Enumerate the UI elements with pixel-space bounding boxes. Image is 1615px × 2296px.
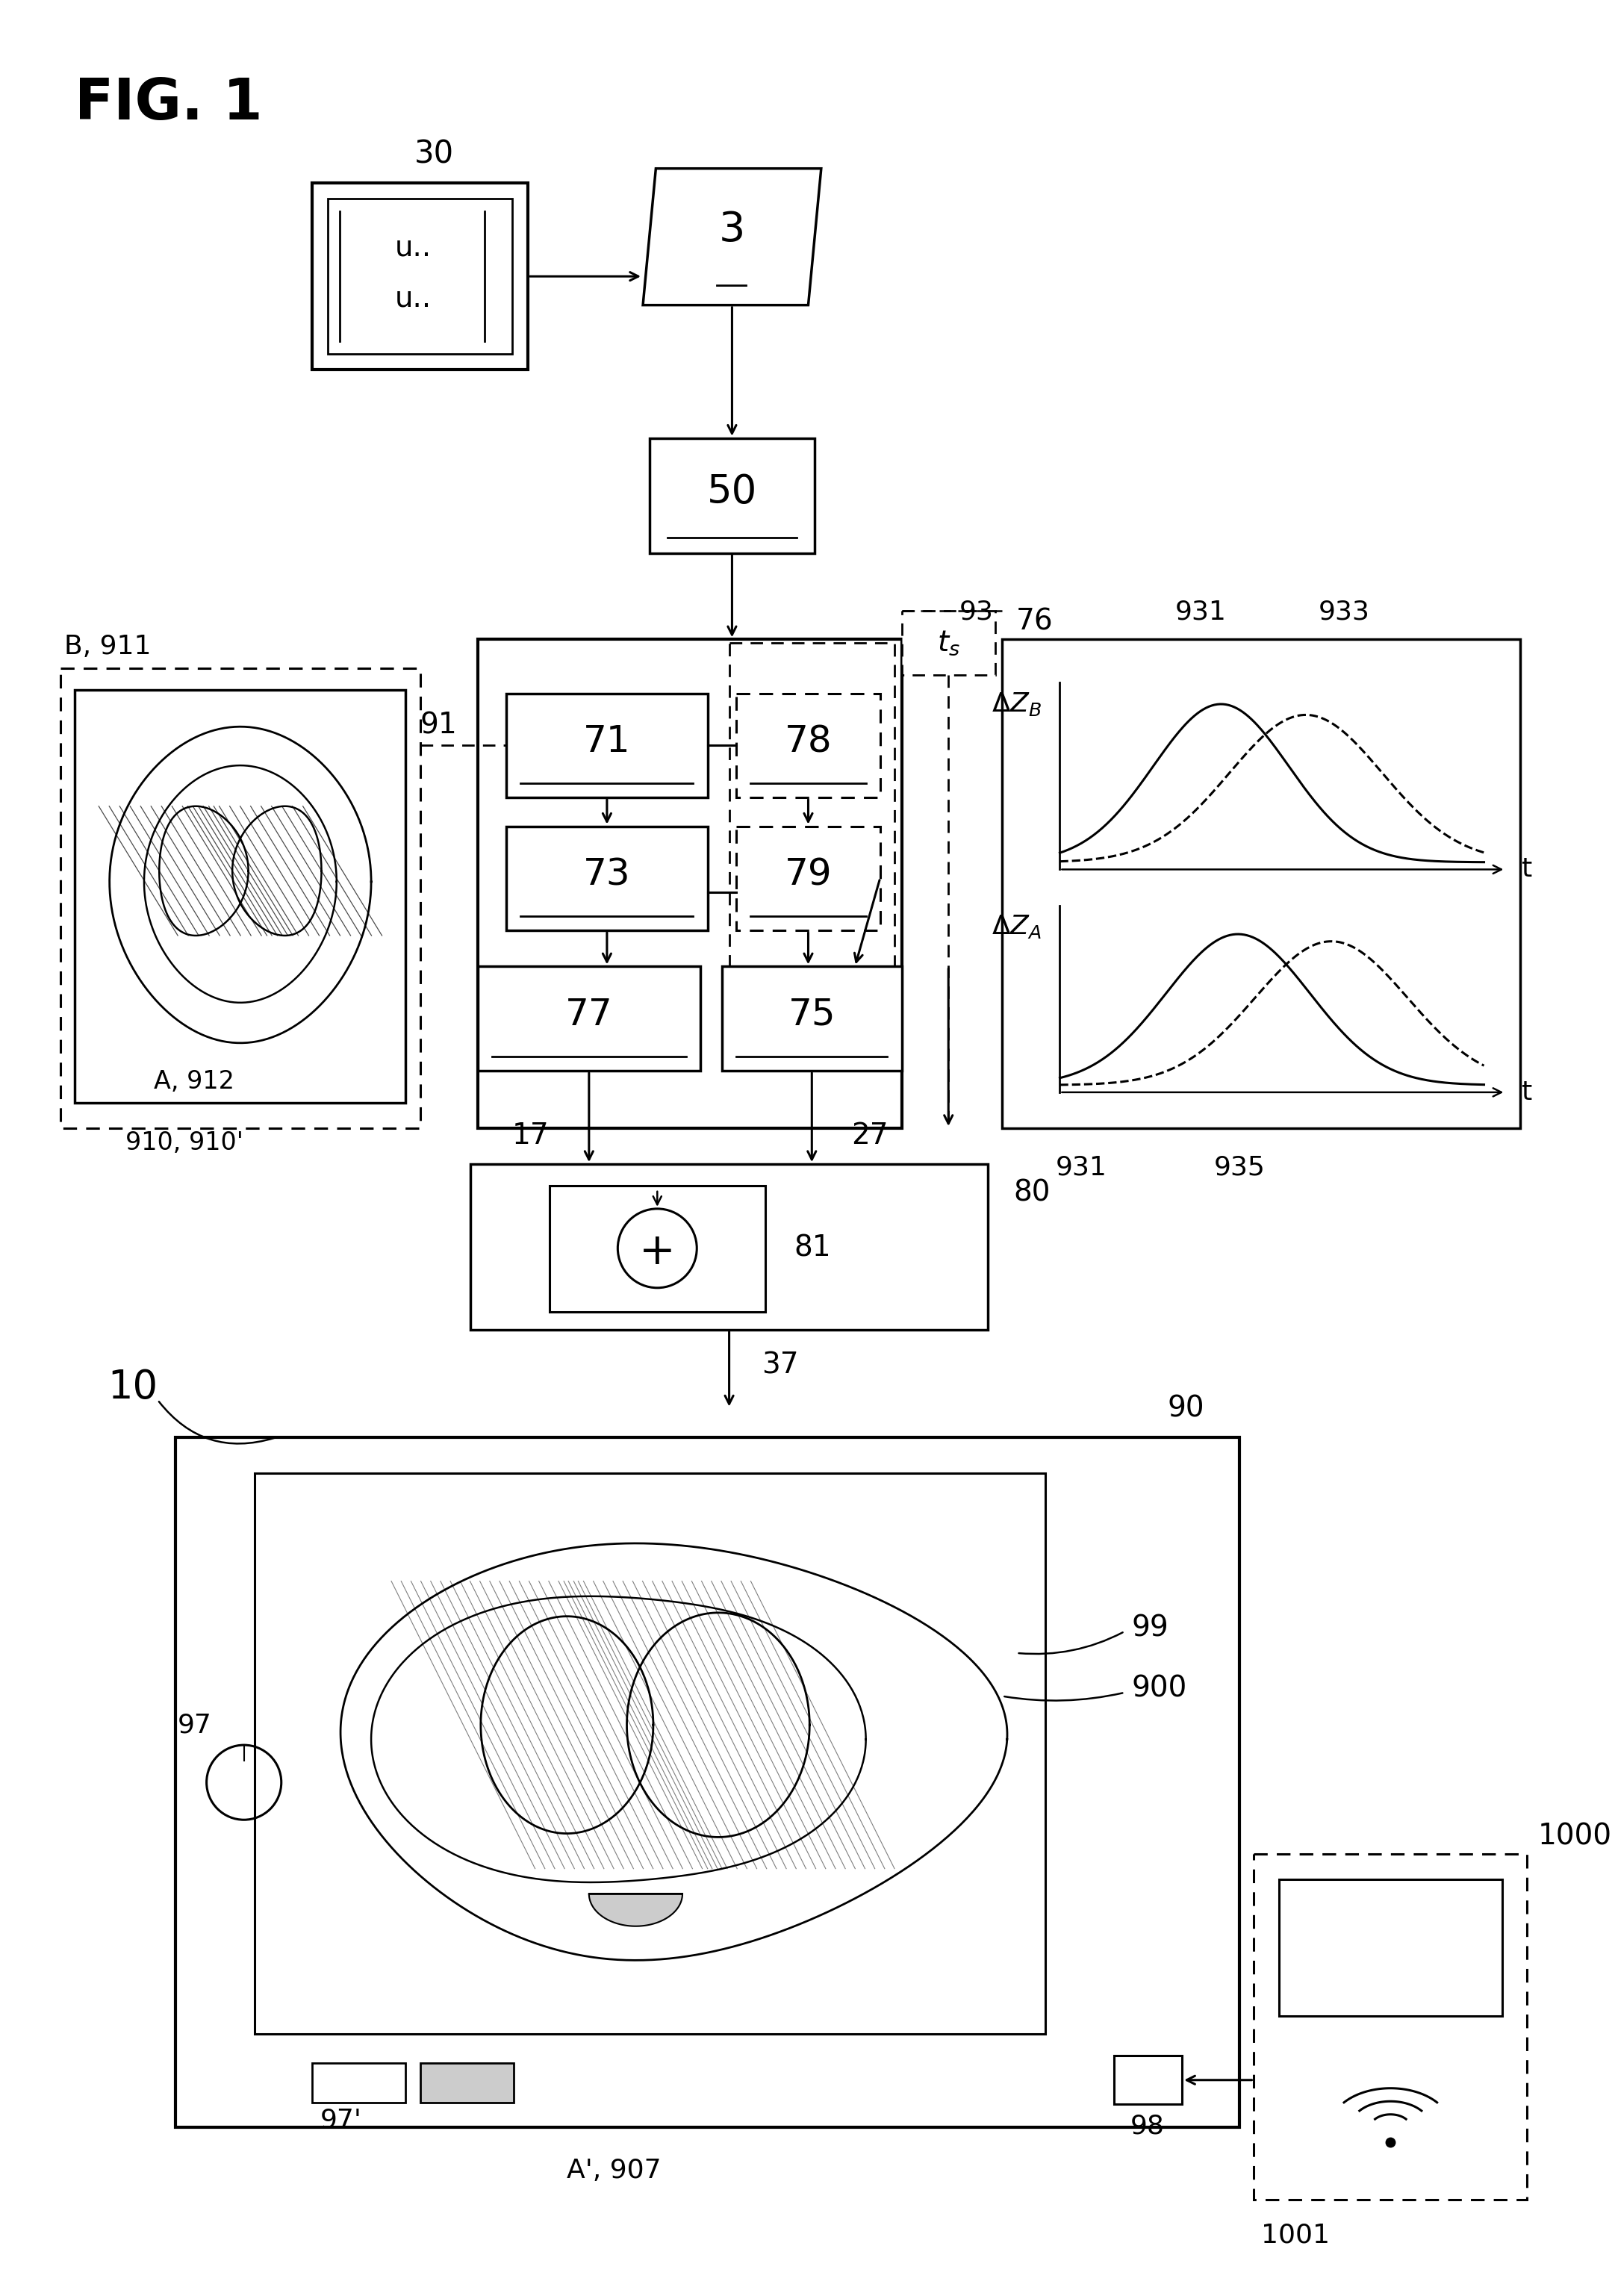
Text: 81: 81 <box>795 1233 830 1263</box>
Text: 27: 27 <box>851 1120 888 1150</box>
Bar <box>507 693 707 797</box>
Text: u..: u.. <box>394 234 431 262</box>
Bar <box>728 643 895 1024</box>
Text: 910, 910': 910, 910' <box>126 1130 244 1155</box>
Text: 17: 17 <box>512 1120 549 1150</box>
Bar <box>1253 1855 1528 2200</box>
Bar <box>649 439 814 553</box>
Text: t: t <box>1521 1079 1533 1104</box>
Text: 75: 75 <box>788 996 835 1033</box>
Bar <box>420 2062 514 2103</box>
Text: B, 911: B, 911 <box>65 634 152 659</box>
Bar <box>328 200 512 354</box>
Polygon shape <box>589 1894 683 1926</box>
Bar <box>1114 2055 1182 2105</box>
Bar <box>61 668 420 1127</box>
Bar <box>312 2062 405 2103</box>
Text: 931: 931 <box>1056 1155 1108 1180</box>
Bar <box>901 611 995 675</box>
Polygon shape <box>643 168 820 305</box>
Text: 935: 935 <box>1214 1155 1265 1180</box>
Bar <box>1279 1880 1502 2016</box>
Bar <box>736 827 880 930</box>
Text: $\Delta Z_A$: $\Delta Z_A$ <box>992 914 1042 941</box>
Text: $\Delta Z_B$: $\Delta Z_B$ <box>992 691 1042 719</box>
Text: 91: 91 <box>420 712 457 739</box>
Text: t: t <box>1521 856 1533 882</box>
Text: 50: 50 <box>707 473 757 512</box>
Text: FIG. 1: FIG. 1 <box>74 76 263 131</box>
Bar <box>312 184 528 370</box>
Text: 30: 30 <box>415 138 454 170</box>
Bar <box>176 1437 1240 2128</box>
Text: 1000: 1000 <box>1537 1823 1612 1851</box>
Bar <box>478 967 701 1070</box>
Bar <box>736 693 880 797</box>
Bar <box>478 638 901 1127</box>
Text: 79: 79 <box>785 856 832 893</box>
Text: 71: 71 <box>583 723 631 760</box>
Text: A', 907: A', 907 <box>567 2158 662 2183</box>
Text: 931: 931 <box>1174 599 1226 625</box>
Bar <box>722 967 901 1070</box>
Text: 73: 73 <box>583 856 631 893</box>
Bar <box>470 1164 988 1329</box>
Bar <box>549 1185 766 1311</box>
Bar <box>1003 638 1520 1127</box>
Text: 933: 933 <box>1318 599 1370 625</box>
Text: A, 912: A, 912 <box>153 1070 234 1093</box>
Bar <box>255 1474 1045 2034</box>
Text: 1001: 1001 <box>1261 2223 1329 2248</box>
Text: 76: 76 <box>1016 606 1053 636</box>
Text: 37: 37 <box>762 1352 798 1380</box>
Bar <box>74 689 405 1102</box>
Text: 3: 3 <box>719 209 745 250</box>
Text: 80: 80 <box>1013 1178 1050 1208</box>
Text: 10: 10 <box>107 1368 158 1407</box>
Text: 900: 900 <box>1132 1674 1187 1704</box>
Text: 98: 98 <box>1130 2112 1164 2140</box>
Text: 77: 77 <box>565 996 612 1033</box>
Text: 99: 99 <box>1132 1614 1169 1642</box>
Text: u..: u.. <box>394 285 431 312</box>
Text: 90: 90 <box>1168 1394 1205 1424</box>
Text: $t_s$: $t_s$ <box>937 629 959 657</box>
Bar <box>507 827 707 930</box>
Text: 78: 78 <box>785 723 832 760</box>
Text: 97': 97' <box>320 2108 362 2133</box>
Text: 97: 97 <box>178 1713 212 1738</box>
Text: 93: 93 <box>959 599 993 625</box>
Text: +: + <box>640 1231 675 1274</box>
